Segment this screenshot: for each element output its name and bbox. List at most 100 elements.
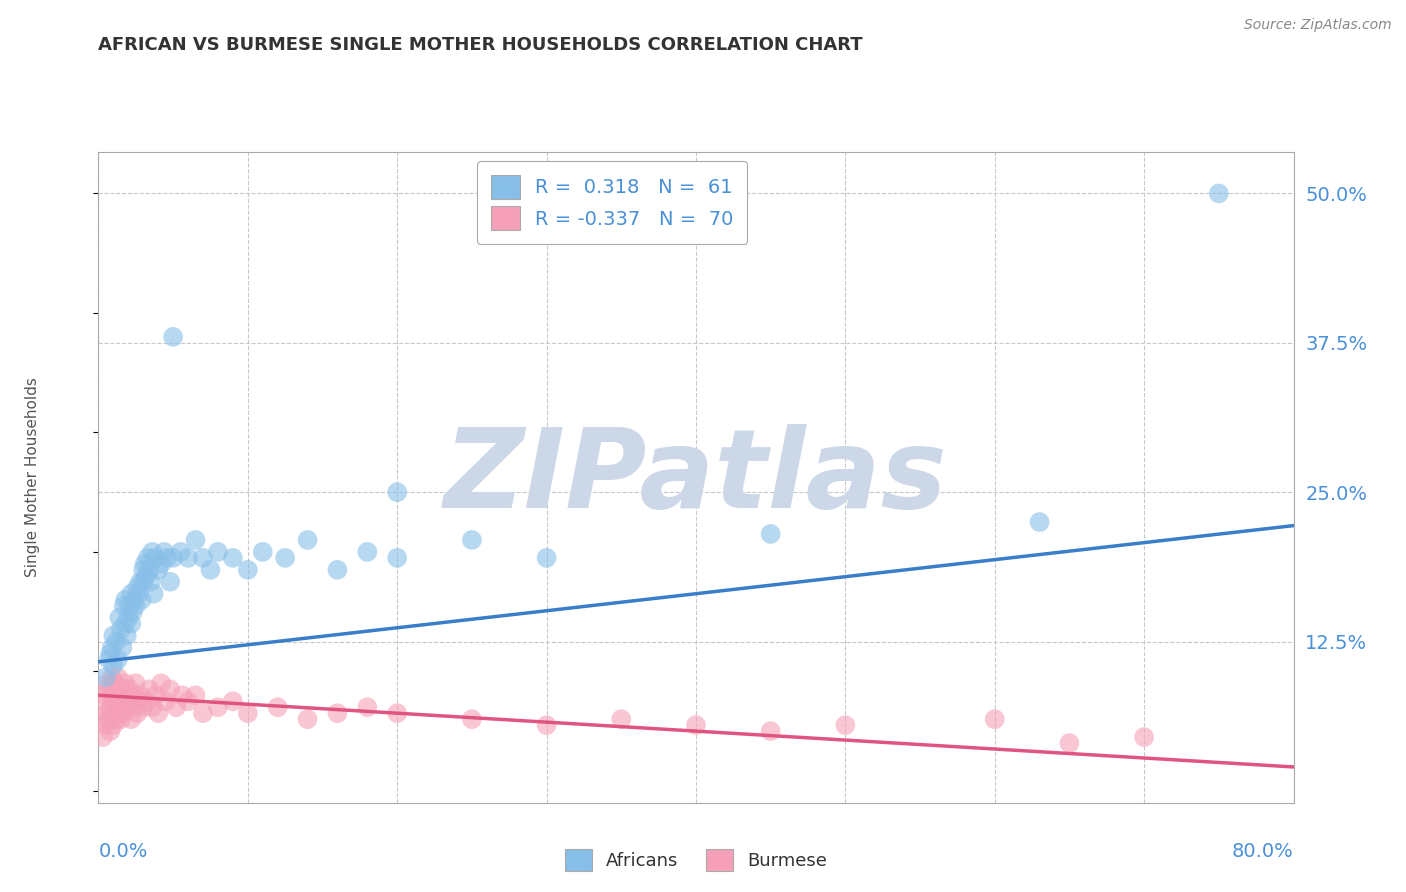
Point bbox=[326, 706, 349, 721]
Point bbox=[236, 563, 259, 577]
Point bbox=[94, 718, 117, 732]
Point bbox=[132, 563, 155, 577]
Point bbox=[94, 688, 117, 702]
Point bbox=[141, 545, 163, 559]
Point bbox=[115, 700, 138, 714]
Point bbox=[118, 599, 141, 613]
Point bbox=[121, 605, 143, 619]
Point bbox=[124, 700, 146, 714]
Point bbox=[297, 712, 319, 726]
Point bbox=[120, 587, 142, 601]
Point bbox=[385, 485, 409, 500]
Point bbox=[184, 688, 207, 702]
Point bbox=[1028, 515, 1050, 529]
Point bbox=[143, 688, 166, 702]
Point bbox=[385, 706, 409, 721]
Point bbox=[139, 574, 162, 589]
Point bbox=[97, 652, 120, 666]
Point bbox=[105, 634, 128, 648]
Point bbox=[100, 647, 122, 661]
Point bbox=[125, 599, 148, 613]
Point bbox=[101, 670, 124, 684]
Point bbox=[297, 533, 319, 547]
Point bbox=[142, 587, 165, 601]
Point bbox=[200, 563, 222, 577]
Legend: Africans, Burmese: Africans, Burmese bbox=[558, 842, 834, 879]
Point bbox=[111, 694, 134, 708]
Point bbox=[118, 682, 141, 697]
Point bbox=[141, 700, 163, 714]
Point bbox=[110, 712, 132, 726]
Point bbox=[108, 706, 131, 721]
Point bbox=[156, 550, 179, 565]
Point bbox=[155, 694, 177, 708]
Point bbox=[143, 550, 166, 565]
Point bbox=[169, 545, 191, 559]
Point bbox=[150, 676, 173, 690]
Point bbox=[103, 628, 125, 642]
Point bbox=[236, 706, 259, 721]
Point bbox=[124, 592, 146, 607]
Point bbox=[105, 712, 128, 726]
Point bbox=[111, 640, 134, 655]
Point bbox=[120, 712, 142, 726]
Point bbox=[162, 550, 184, 565]
Point bbox=[111, 682, 134, 697]
Point bbox=[326, 563, 349, 577]
Point bbox=[96, 706, 118, 721]
Point bbox=[148, 706, 170, 721]
Text: AFRICAN VS BURMESE SINGLE MOTHER HOUSEHOLDS CORRELATION CHART: AFRICAN VS BURMESE SINGLE MOTHER HOUSEHO… bbox=[98, 36, 863, 54]
Point bbox=[461, 712, 484, 726]
Point bbox=[115, 628, 138, 642]
Point bbox=[138, 682, 160, 697]
Point bbox=[97, 712, 120, 726]
Point bbox=[94, 670, 117, 684]
Point bbox=[101, 640, 124, 655]
Point bbox=[125, 676, 148, 690]
Text: 80.0%: 80.0% bbox=[1232, 842, 1294, 861]
Point bbox=[132, 574, 155, 589]
Point bbox=[107, 700, 129, 714]
Point bbox=[127, 706, 149, 721]
Point bbox=[1208, 186, 1230, 201]
Point bbox=[128, 694, 150, 708]
Point bbox=[103, 718, 125, 732]
Point bbox=[165, 700, 187, 714]
Point bbox=[385, 550, 409, 565]
Point bbox=[104, 694, 127, 708]
Point bbox=[129, 574, 152, 589]
Point bbox=[129, 688, 152, 702]
Text: Single Mother Households: Single Mother Households bbox=[25, 377, 41, 577]
Point bbox=[91, 730, 114, 744]
Point bbox=[356, 545, 378, 559]
Text: Source: ZipAtlas.com: Source: ZipAtlas.com bbox=[1244, 18, 1392, 32]
Point bbox=[267, 700, 290, 714]
Point bbox=[177, 694, 200, 708]
Point bbox=[159, 574, 181, 589]
Point bbox=[184, 533, 207, 547]
Point bbox=[127, 581, 149, 595]
Point bbox=[117, 610, 139, 624]
Point bbox=[110, 700, 132, 714]
Point bbox=[153, 545, 176, 559]
Point bbox=[120, 616, 142, 631]
Point bbox=[112, 706, 135, 721]
Point bbox=[191, 706, 214, 721]
Point bbox=[1133, 730, 1156, 744]
Point bbox=[222, 550, 245, 565]
Point bbox=[150, 557, 173, 571]
Point bbox=[274, 550, 297, 565]
Point bbox=[114, 616, 136, 631]
Point bbox=[191, 550, 214, 565]
Point bbox=[103, 658, 125, 673]
Point bbox=[97, 682, 120, 697]
Point bbox=[759, 527, 782, 541]
Point bbox=[222, 694, 245, 708]
Point bbox=[107, 652, 129, 666]
Point bbox=[112, 599, 135, 613]
Point bbox=[96, 676, 118, 690]
Point bbox=[536, 550, 558, 565]
Point bbox=[108, 610, 131, 624]
Point bbox=[162, 330, 184, 344]
Point bbox=[107, 670, 129, 684]
